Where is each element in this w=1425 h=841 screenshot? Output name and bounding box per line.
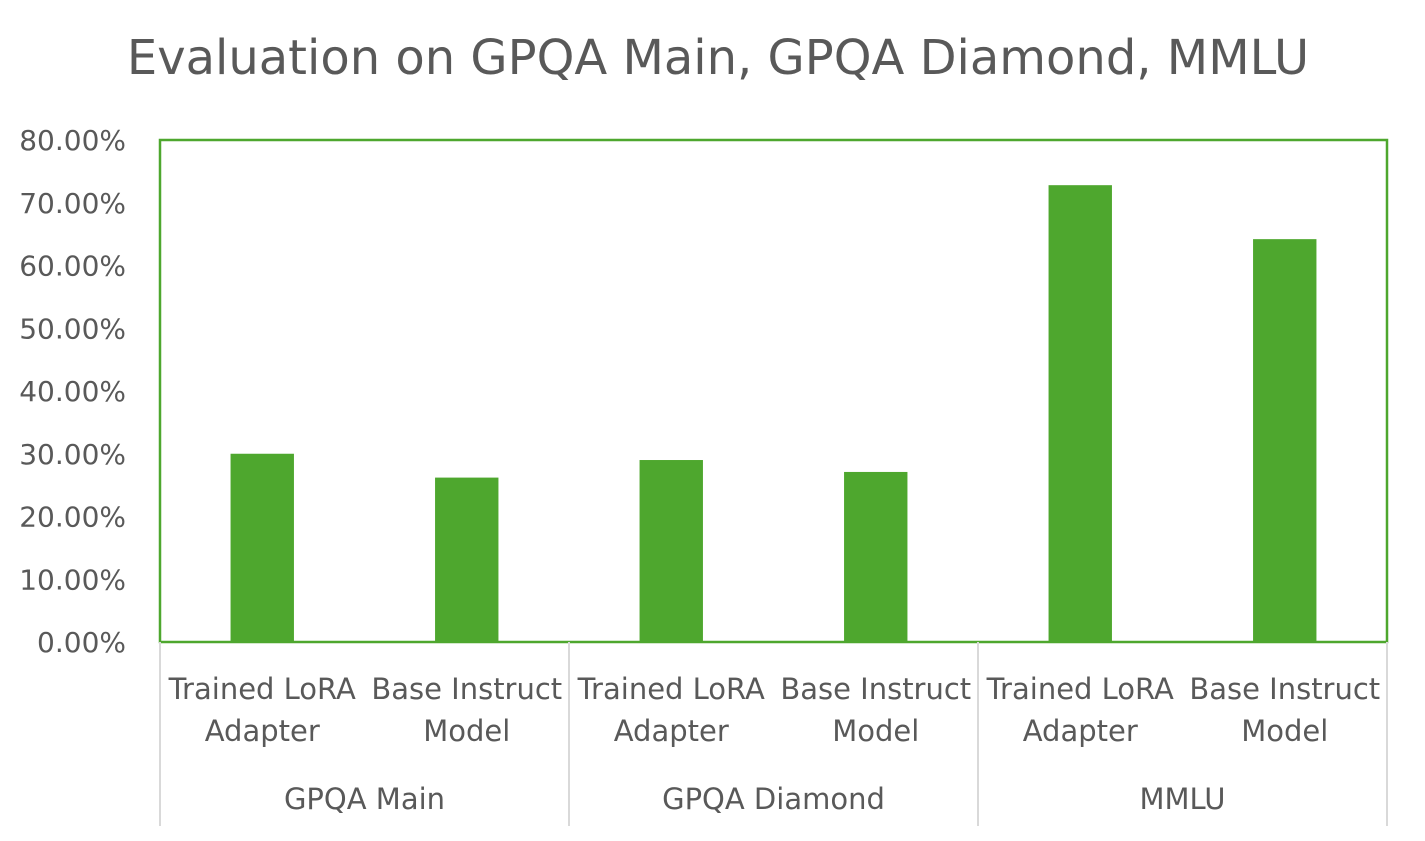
y-tick-label: 80.00% xyxy=(19,124,126,157)
y-tick-label: 60.00% xyxy=(19,250,126,283)
y-tick-label: 40.00% xyxy=(19,375,126,408)
x-category-label: Adapter xyxy=(1023,714,1138,748)
bar xyxy=(435,477,499,642)
bar xyxy=(230,453,294,642)
x-category-label: Base Instruct xyxy=(371,672,562,706)
y-tick-label: 30.00% xyxy=(19,438,126,471)
x-category-label: Base Instruct xyxy=(780,672,971,706)
y-tick-label: 70.00% xyxy=(19,187,126,220)
y-tick-label: 20.00% xyxy=(19,501,126,534)
x-category-label: Trained LoRA xyxy=(986,672,1174,706)
bar xyxy=(1048,185,1112,642)
x-category-label: Adapter xyxy=(614,714,729,748)
x-category-label: Trained LoRA xyxy=(577,672,765,706)
x-axis: Trained LoRA Adapter Base Instruct Model GPQ… xyxy=(159,642,1388,826)
x-category-label: Adapter xyxy=(205,714,320,748)
bars xyxy=(230,185,1317,642)
bar xyxy=(639,460,703,642)
plot-area-border xyxy=(158,138,1389,644)
x-group-label: GPQA Main xyxy=(284,782,445,816)
bar xyxy=(844,471,908,642)
y-tick-label: 0.00% xyxy=(37,626,126,659)
x-category-label: Base Instruct xyxy=(1189,672,1380,706)
x-group-label: GPQA Diamond xyxy=(662,782,885,816)
x-category-label: Model xyxy=(1241,714,1328,748)
x-category-label: Model xyxy=(832,714,919,748)
y-axis: 0.00% 10.00% 20.00% 30.00% 40.00% 50.00% 60.00… xyxy=(19,124,126,659)
x-category-label: Model xyxy=(423,714,510,748)
x-category-label: Trained LoRA xyxy=(168,672,356,706)
y-tick-label: 50.00% xyxy=(19,312,126,345)
y-tick-label: 10.00% xyxy=(19,563,126,596)
chart-title: Evaluation on GPQA Main, GPQA Diamond, M… xyxy=(127,30,1309,86)
x-group-label: MMLU xyxy=(1140,782,1226,816)
bar xyxy=(1253,239,1317,642)
